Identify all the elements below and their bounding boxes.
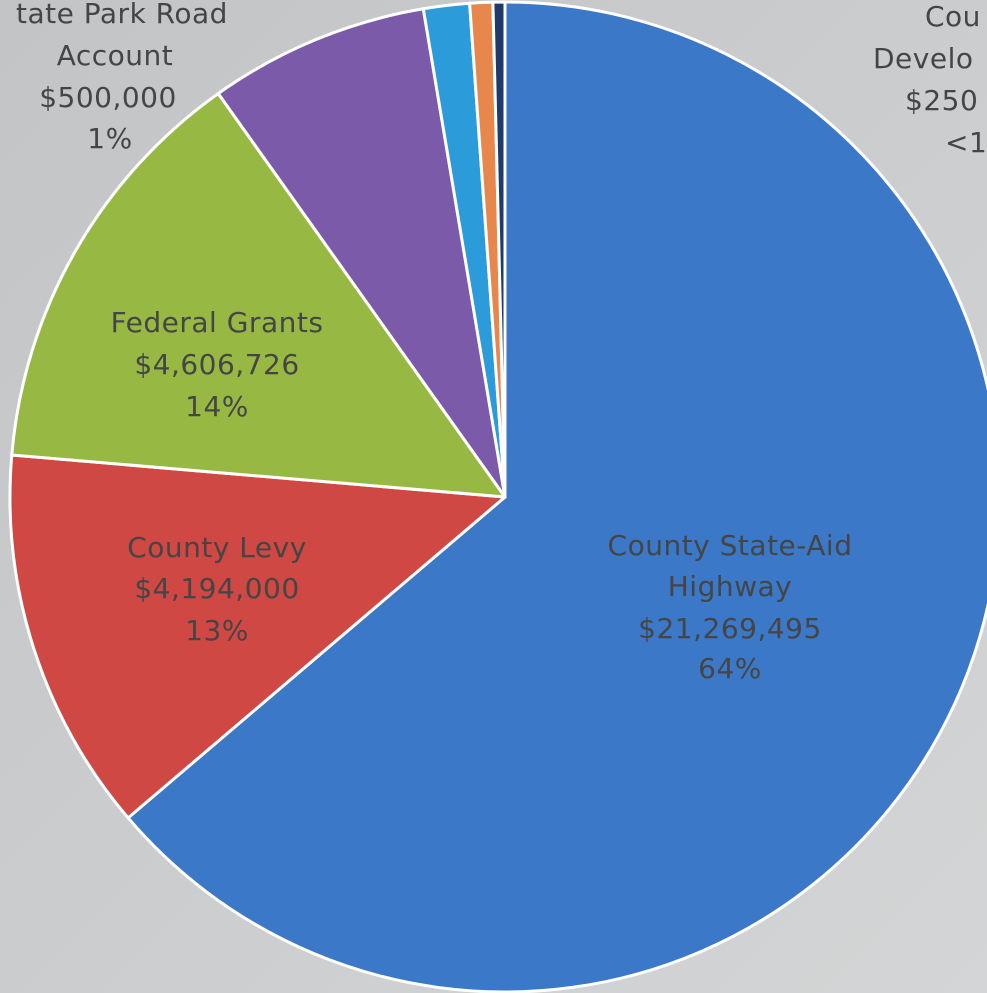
category-label: Cou xyxy=(925,0,981,33)
value-label: $250 xyxy=(905,84,978,117)
pie-slice xyxy=(216,7,507,499)
pie-slice xyxy=(491,0,507,499)
category-label: County Levy xyxy=(127,531,307,564)
percent-label: 64% xyxy=(698,652,762,685)
value-label: $21,269,495 xyxy=(638,612,822,645)
percent-label: 13% xyxy=(185,614,249,647)
category-label: Highway xyxy=(668,570,792,603)
percent-label: <1 xyxy=(945,126,987,159)
pie-slice xyxy=(8,453,507,820)
category-label: tate Park Road xyxy=(16,0,228,30)
category-label: Federal Grants xyxy=(111,306,324,339)
value-label: $4,606,726 xyxy=(134,348,299,381)
pie-slice xyxy=(126,0,987,993)
value-label: $500,000 xyxy=(39,81,177,114)
category-label: County State-Aid xyxy=(608,529,853,562)
value-label: $4,194,000 xyxy=(134,572,299,605)
category-label: Account xyxy=(57,39,174,72)
pie-slice xyxy=(10,92,507,499)
category-label: Develo xyxy=(873,42,974,75)
percent-label: 14% xyxy=(185,390,249,423)
percent-label: 1% xyxy=(87,122,132,155)
